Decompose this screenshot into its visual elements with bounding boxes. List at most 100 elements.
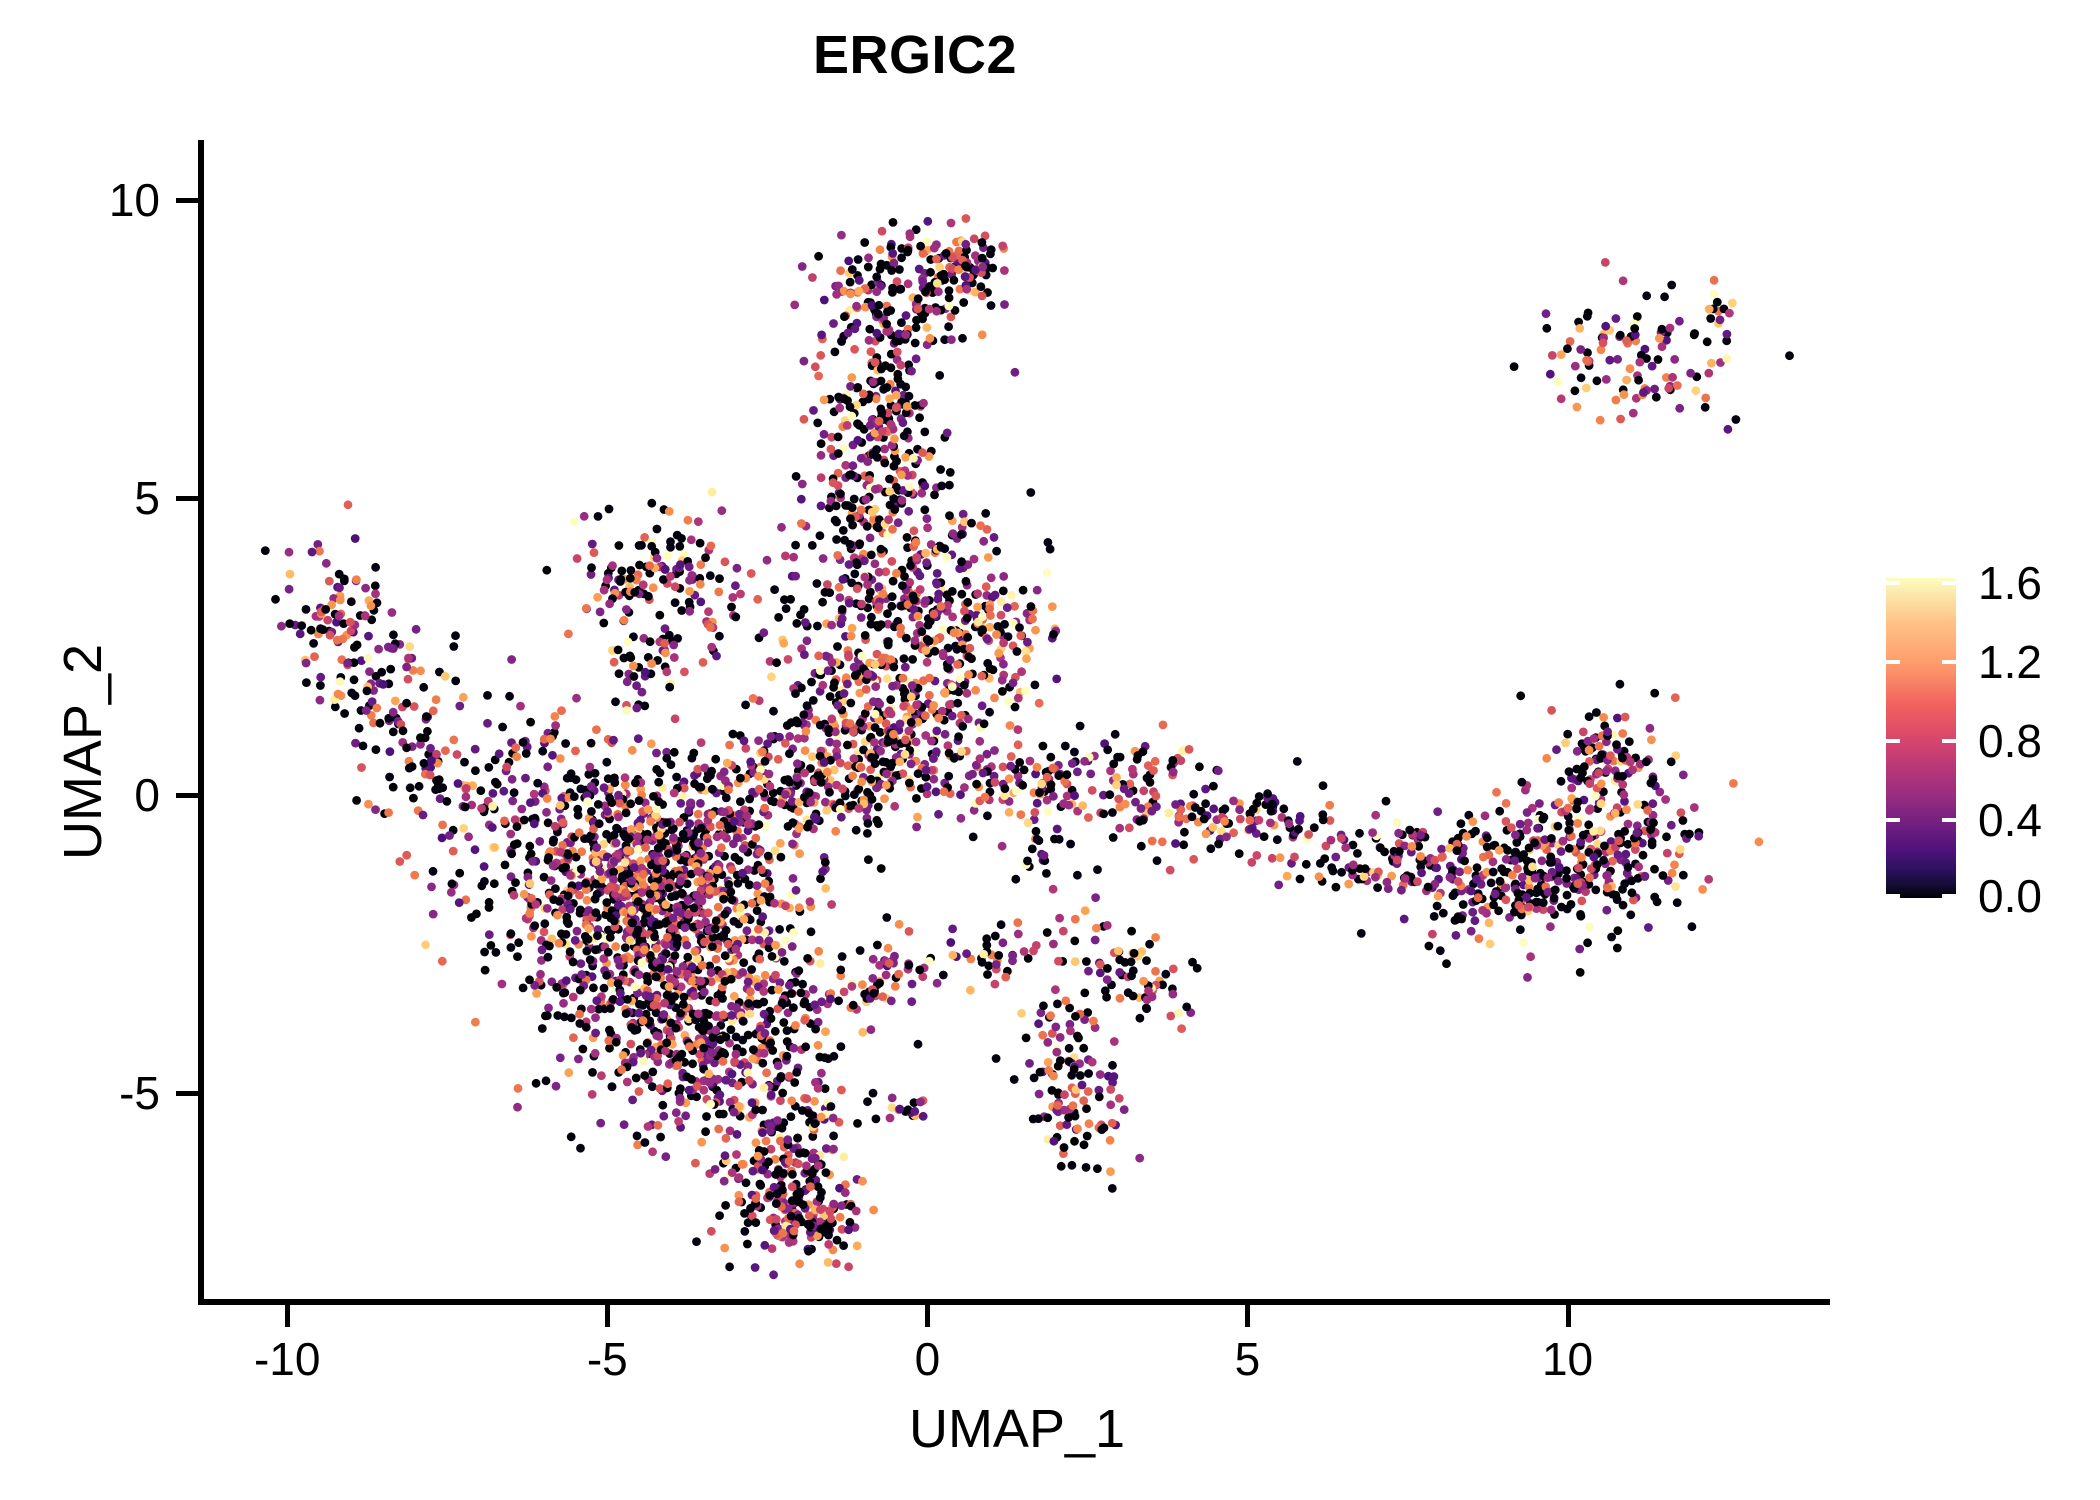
scatter-point	[613, 645, 623, 655]
scatter-point	[959, 298, 969, 307]
scatter-point	[733, 1081, 743, 1091]
scatter-point	[574, 1054, 583, 1064]
scatter-point	[1595, 826, 1605, 836]
scatter-point	[606, 978, 616, 987]
scatter-point	[1618, 753, 1627, 763]
scatter-point	[1623, 862, 1633, 872]
scatter-point	[1468, 817, 1478, 826]
scatter-point	[1453, 877, 1463, 886]
scatter-point	[1501, 798, 1511, 808]
scatter-point	[497, 979, 507, 989]
scatter-point	[821, 1027, 830, 1036]
scatter-point	[643, 1122, 653, 1131]
scatter-point	[712, 651, 721, 661]
scatter-point	[565, 904, 575, 914]
scatter-point	[845, 801, 855, 811]
scatter-point	[829, 765, 839, 775]
scatter-point	[664, 849, 673, 858]
scatter-point	[1546, 922, 1555, 932]
scatter-point	[1651, 392, 1661, 402]
scatter-point	[844, 256, 854, 266]
scatter-point	[882, 674, 892, 683]
scatter-point	[1492, 787, 1501, 797]
scatter-point	[727, 1011, 736, 1020]
scatter-point	[1618, 780, 1628, 789]
scatter-point	[543, 952, 553, 962]
scatter-point	[599, 618, 609, 628]
scatter-point	[571, 775, 581, 785]
scatter-point	[295, 629, 305, 639]
scatter-point	[1060, 776, 1070, 786]
scatter-point	[1120, 799, 1130, 809]
scatter-point	[760, 803, 770, 813]
scatter-point	[338, 634, 348, 644]
scatter-point	[816, 666, 825, 675]
scatter-point	[625, 935, 635, 945]
scatter-point	[1499, 867, 1509, 877]
scatter-point	[792, 773, 802, 782]
scatter-point	[638, 1016, 648, 1026]
scatter-point	[1030, 680, 1040, 690]
scatter-point	[626, 1039, 636, 1049]
scatter-point	[989, 533, 999, 542]
scatter-point	[785, 749, 794, 759]
scatter-point	[839, 1241, 848, 1250]
scatter-point	[981, 582, 991, 592]
scatter-point	[1589, 827, 1598, 836]
scatter-point	[1042, 795, 1052, 805]
scatter-point	[1707, 358, 1716, 368]
scatter-point	[1678, 770, 1688, 780]
scatter-point	[955, 564, 965, 573]
scatter-point	[647, 541, 657, 551]
scatter-point	[539, 734, 549, 744]
scatter-point	[555, 801, 565, 810]
scatter-point	[792, 619, 802, 628]
scatter-point	[886, 655, 896, 664]
scatter-point	[716, 843, 726, 853]
scatter-point	[641, 843, 650, 852]
scatter-point	[998, 586, 1008, 596]
scatter-point	[894, 329, 904, 339]
scatter-point	[1620, 826, 1630, 836]
scatter-point	[695, 920, 705, 930]
scatter-point	[762, 1068, 771, 1078]
scatter-point	[815, 751, 825, 761]
scatter-point	[521, 773, 530, 783]
scatter-point	[1599, 713, 1608, 722]
scatter-point	[954, 265, 964, 274]
scatter-point	[1547, 351, 1557, 360]
scatter-point	[500, 860, 510, 870]
scatter-point	[986, 249, 995, 259]
scatter-point	[1678, 816, 1688, 825]
scatter-point	[883, 737, 893, 747]
scatter-plot-panel[interactable]	[204, 140, 1830, 1302]
scatter-point	[677, 889, 687, 898]
scatter-point	[793, 1133, 802, 1143]
scatter-point	[440, 671, 450, 681]
scatter-point	[419, 682, 429, 692]
scatter-point	[578, 1044, 588, 1054]
scatter-point	[1000, 784, 1010, 793]
scatter-point	[929, 754, 938, 763]
scatter-point	[814, 946, 824, 956]
scatter-point	[1754, 837, 1764, 847]
scatter-point	[1013, 740, 1023, 750]
scatter-point	[1190, 803, 1200, 812]
scatter-point	[1131, 797, 1140, 807]
scatter-point	[802, 636, 812, 646]
scatter-point	[767, 985, 777, 995]
scatter-point	[1628, 408, 1638, 418]
scatter-point	[1700, 402, 1710, 412]
scatter-point	[587, 807, 596, 816]
scatter-point	[1662, 832, 1671, 842]
scatter-point	[1623, 839, 1633, 849]
scatter-point	[525, 909, 535, 918]
scatter-point	[956, 813, 966, 823]
scatter-point	[810, 362, 820, 372]
scatter-point	[316, 681, 325, 690]
scatter-point	[1577, 896, 1587, 906]
scatter-point	[695, 538, 705, 548]
scatter-point	[793, 1159, 803, 1169]
scatter-point	[917, 627, 927, 636]
scatter-point	[1523, 973, 1532, 982]
